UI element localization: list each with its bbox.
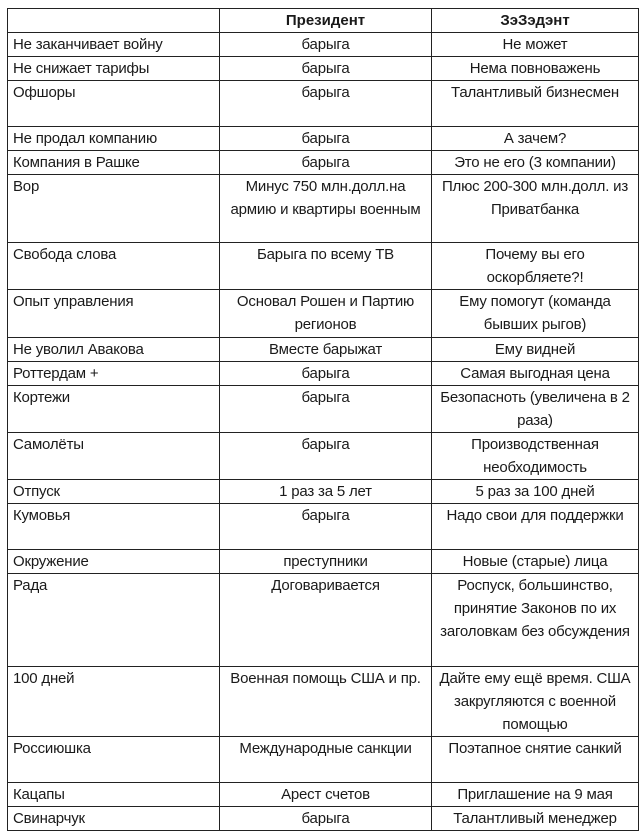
topic-cell: Не уволил Авакова bbox=[7, 337, 220, 362]
table-row: Офшоры барыга Талантливый бизнесмен bbox=[7, 80, 639, 127]
president-cell: Барыга по всему ТВ bbox=[219, 242, 432, 290]
topic-cell: Не продал компанию bbox=[7, 126, 220, 151]
president-cell: барыга bbox=[219, 150, 432, 175]
zezedent-cell: Не может bbox=[431, 32, 639, 57]
header-president: Президент bbox=[219, 8, 432, 33]
table-row: Не снижает тарифы барыга Нема повноважень bbox=[7, 56, 639, 81]
table-row: Рада Договаривается Роспуск, большинство, … bbox=[7, 573, 639, 667]
zezedent-cell: Безопасноть (увеличена в 2 раза) bbox=[431, 385, 639, 433]
table-row: Свинарчук барыга Талантливый менеджер bbox=[7, 806, 639, 831]
president-cell: Арест счетов bbox=[219, 782, 432, 807]
president-cell: барыга bbox=[219, 32, 432, 57]
president-cell: 1 раз за 5 лет bbox=[219, 479, 432, 504]
zezedent-cell: Нема повноважень bbox=[431, 56, 639, 81]
president-cell: Вместе барыжат bbox=[219, 337, 432, 362]
zezedent-cell: Плюс 200-300 млн.долл. из Приватбанка bbox=[431, 174, 639, 243]
table-row: Свобода слова Барыга по всему ТВ Почему вы… bbox=[7, 242, 639, 290]
zezedent-cell: Производственная необходимость bbox=[431, 432, 639, 480]
topic-cell: Окружение bbox=[7, 549, 220, 574]
zezedent-cell: Дайте ему ещё время. США закругляются с … bbox=[431, 666, 639, 737]
president-cell: барыга bbox=[219, 361, 432, 386]
topic-cell: Компания в Рашке bbox=[7, 150, 220, 175]
president-cell: Основал Рошен и Партию регионов bbox=[219, 289, 432, 338]
zezedent-cell: 5 раз за 100 дней bbox=[431, 479, 639, 504]
table-row: Не уволил Авакова Вместе барыжат Ему видне… bbox=[7, 337, 639, 362]
zezedent-cell: Приглашение на 9 мая bbox=[431, 782, 639, 807]
zezedent-cell: Ему видней bbox=[431, 337, 639, 362]
president-cell: барыга bbox=[219, 806, 432, 831]
president-cell: барыга bbox=[219, 385, 432, 433]
topic-cell: Россиюшка bbox=[7, 736, 220, 783]
zezedent-cell: Надо свои для поддержки bbox=[431, 503, 639, 550]
president-cell: Военная помощь США и пр. bbox=[219, 666, 432, 737]
zezedent-cell: Почему вы его оскорбляете?! bbox=[431, 242, 639, 290]
table-row: Не заканчивает войну барыга Не может bbox=[7, 32, 639, 57]
topic-cell: Свобода слова bbox=[7, 242, 220, 290]
table-row: Кацапы Арест счетов Приглашение на 9 мая bbox=[7, 782, 639, 807]
topic-cell: Самолёты bbox=[7, 432, 220, 480]
table-row: Россиюшка Международные санкции Поэтапное … bbox=[7, 736, 639, 783]
president-cell: барыга bbox=[219, 56, 432, 81]
table-row: Кумовья барыга Надо свои для поддержки bbox=[7, 503, 639, 550]
topic-cell: Вор bbox=[7, 174, 220, 243]
president-cell: барыга bbox=[219, 80, 432, 127]
topic-cell: 100 дней bbox=[7, 666, 220, 737]
topic-cell: Кацапы bbox=[7, 782, 220, 807]
topic-cell: Офшоры bbox=[7, 80, 220, 127]
table-row: Компания в Рашке барыга Это не его (3 комп… bbox=[7, 150, 639, 175]
topic-cell: Не снижает тарифы bbox=[7, 56, 220, 81]
president-cell: Международные санкции bbox=[219, 736, 432, 783]
topic-cell: Кумовья bbox=[7, 503, 220, 550]
table-row: Не продал компанию барыга А зачем? bbox=[7, 126, 639, 151]
table-row: Роттердам + барыга Самая выгодная цена bbox=[7, 361, 639, 386]
table-row: Опыт управления Основал Рошен и Партию ре… bbox=[7, 289, 639, 338]
zezedent-cell: Талантливый бизнесмен bbox=[431, 80, 639, 127]
topic-cell: Отпуск bbox=[7, 479, 220, 504]
zezedent-cell: Талантливый менеджер bbox=[431, 806, 639, 831]
topic-cell: Опыт управления bbox=[7, 289, 220, 338]
table-row: Окружение преступники Новые (старые) лица bbox=[7, 549, 639, 574]
topic-cell: Кортежи bbox=[7, 385, 220, 433]
comparison-table: Президент ЗэЗэдэнт Не заканчивает войну б… bbox=[7, 8, 639, 831]
table-row: Самолёты барыга Производственная необходим… bbox=[7, 432, 639, 480]
topic-cell: Рада bbox=[7, 573, 220, 667]
president-cell: Договаривается bbox=[219, 573, 432, 667]
table-row: 100 дней Военная помощь США и пр. Дайте ем… bbox=[7, 666, 639, 737]
zezedent-cell: Поэтапное снятие санкий bbox=[431, 736, 639, 783]
topic-cell: Роттердам + bbox=[7, 361, 220, 386]
zezedent-cell: Самая выгодная цена bbox=[431, 361, 639, 386]
header-zezedent: ЗэЗэдэнт bbox=[431, 8, 639, 33]
president-cell: Минус 750 млн.долл.на армию и квартиры в… bbox=[219, 174, 432, 243]
zezedent-cell: Ему помогут (команда бывших рыгов) bbox=[431, 289, 639, 338]
header-row: Президент ЗэЗэдэнт bbox=[7, 8, 639, 33]
topic-cell: Не заканчивает войну bbox=[7, 32, 220, 57]
president-cell: преступники bbox=[219, 549, 432, 574]
president-cell: барыга bbox=[219, 503, 432, 550]
zezedent-cell: Это не его (3 компании) bbox=[431, 150, 639, 175]
table-row: Кортежи барыга Безопасноть (увеличена в 2 … bbox=[7, 385, 639, 433]
table-row: Вор Минус 750 млн.долл.на армию и квартир… bbox=[7, 174, 639, 243]
zezedent-cell: Роспуск, большинство, принятие Законов п… bbox=[431, 573, 639, 667]
header-empty bbox=[7, 8, 220, 33]
zezedent-cell: Новые (старые) лица bbox=[431, 549, 639, 574]
table-row: Отпуск 1 раз за 5 лет 5 раз за 100 дней bbox=[7, 479, 639, 504]
zezedent-cell: А зачем? bbox=[431, 126, 639, 151]
president-cell: барыга bbox=[219, 432, 432, 480]
topic-cell: Свинарчук bbox=[7, 806, 220, 831]
president-cell: барыга bbox=[219, 126, 432, 151]
